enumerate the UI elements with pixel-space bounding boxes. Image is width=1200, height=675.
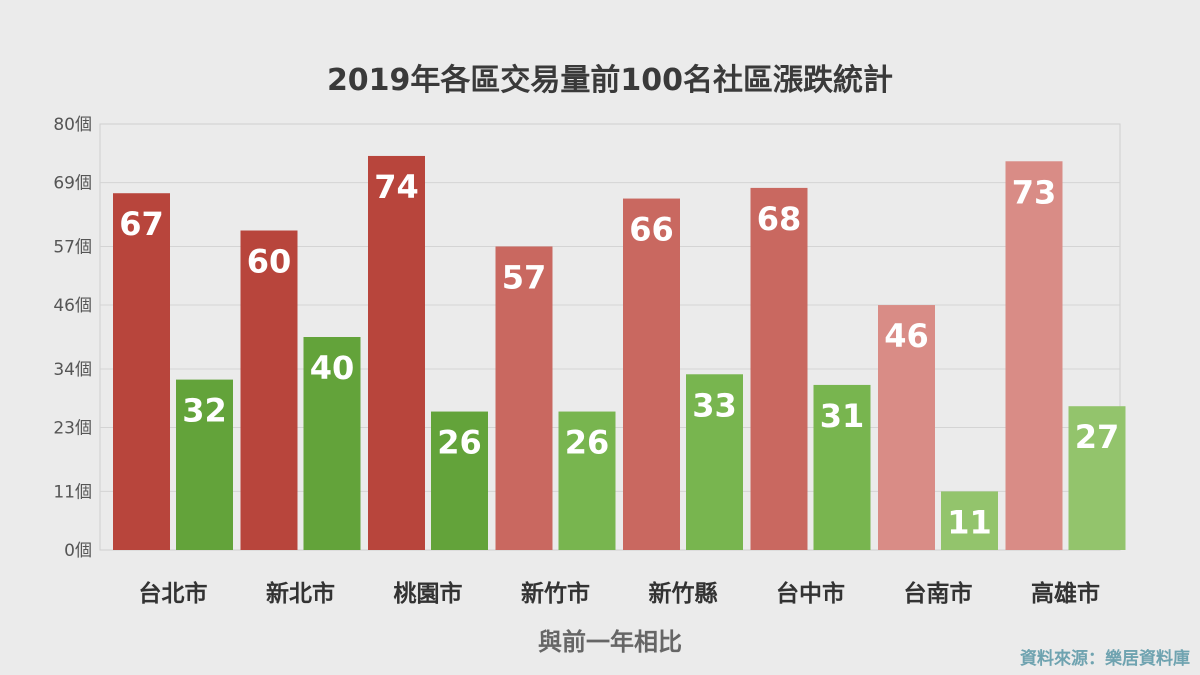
bar [941,491,998,550]
bar [240,230,298,550]
x-tick-label: 新竹市 [521,580,590,607]
data-label: 32 [182,392,227,430]
data-label: 73 [1012,173,1057,211]
x-tick-label: 新竹縣 [649,580,718,607]
data-label: 40 [310,349,355,387]
y-tick-label: 80個 [53,115,92,135]
y-tick-label: 11個 [53,482,92,502]
y-tick-label: 34個 [53,360,92,380]
bar [623,198,680,551]
data-label: 57 [502,258,547,296]
x-axis-categories: 台北市 新北市 桃園市 新竹市 新竹縣 台中市 台南市 高雄市 [139,580,1101,607]
data-label: 74 [374,168,419,206]
x-tick-label: 台中市 [776,580,845,607]
data-label: 27 [1075,418,1120,456]
bar [176,379,233,550]
bar [1068,406,1126,550]
data-label: 68 [757,200,802,238]
x-tick-label: 新北市 [266,580,335,607]
chart-title: 2019年各區交易量前100名社區漲跌統計 [327,63,893,98]
bar [750,187,808,550]
bar [686,374,743,550]
x-tick-label: 台南市 [904,580,973,607]
data-label: 31 [820,397,865,435]
x-tick-label: 桃園市 [394,580,463,607]
data-label: 33 [692,386,737,424]
data-label: 67 [119,205,164,243]
bar [368,155,425,550]
data-label: 60 [247,243,292,281]
data-label: 46 [884,317,929,355]
y-tick-label: 46個 [53,296,92,316]
bar [303,337,361,550]
bar [431,411,488,550]
y-tick-label: 69個 [53,174,92,194]
bars: 67 32 60 40 74 26 57 26 66 33 68 31 46 11 73 27 [113,155,1126,551]
data-label: 66 [629,211,674,249]
bar [1005,161,1063,550]
x-tick-label: 台北市 [139,580,208,607]
bar [813,384,871,550]
data-label: 11 [947,503,992,541]
data-label: 26 [437,424,482,462]
source-note: 資料來源：樂居資料庫 [1020,648,1190,669]
y-axis-ticks: 0個 11個 23個 34個 46個 57個 69個 80個 [53,115,92,561]
bar [495,246,553,550]
x-axis-label: 與前一年相比 [538,628,682,656]
y-tick-label: 0個 [64,541,92,561]
bar [113,193,170,550]
data-label: 26 [565,424,610,462]
bar [558,411,616,550]
y-tick-label: 57個 [53,237,92,257]
bar [878,305,935,550]
x-tick-label: 高雄市 [1031,580,1100,607]
y-tick-label: 23個 [53,419,92,439]
